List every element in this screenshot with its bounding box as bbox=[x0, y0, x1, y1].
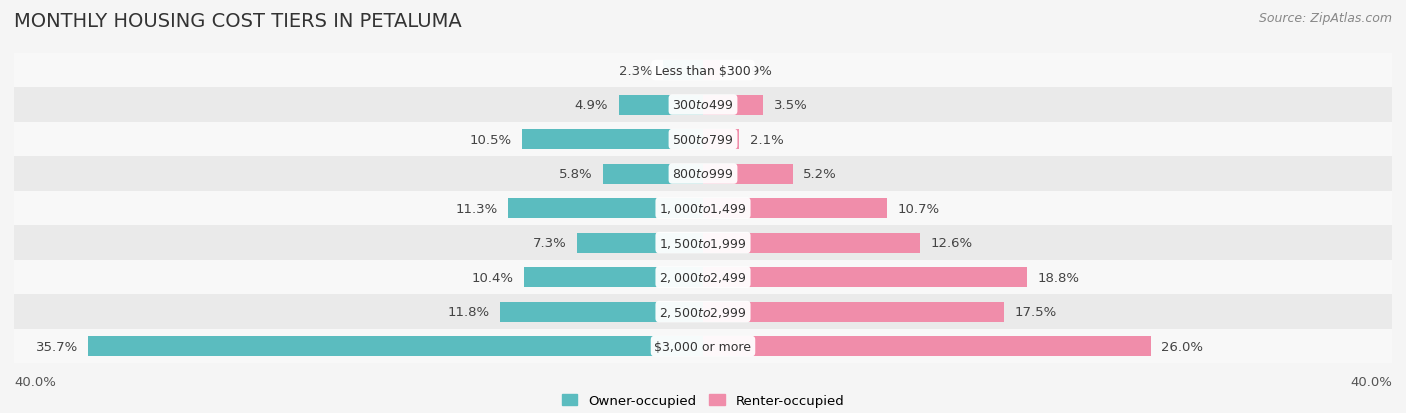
Text: 11.8%: 11.8% bbox=[447, 305, 489, 318]
Text: 10.5%: 10.5% bbox=[470, 133, 512, 146]
Text: $2,500 to $2,999: $2,500 to $2,999 bbox=[659, 305, 747, 319]
Bar bbox=[14, 123, 1392, 157]
Bar bbox=[703, 302, 1004, 322]
Text: 10.7%: 10.7% bbox=[897, 202, 939, 215]
Text: $300 to $499: $300 to $499 bbox=[672, 99, 734, 112]
Bar bbox=[499, 302, 703, 322]
Bar bbox=[703, 336, 1152, 356]
Text: 11.3%: 11.3% bbox=[456, 202, 498, 215]
Bar bbox=[14, 329, 1392, 363]
Bar bbox=[664, 61, 703, 81]
Text: 35.7%: 35.7% bbox=[35, 340, 77, 353]
Bar bbox=[703, 199, 887, 218]
Bar bbox=[603, 164, 703, 184]
Text: 3.5%: 3.5% bbox=[773, 99, 807, 112]
Text: 4.9%: 4.9% bbox=[575, 99, 609, 112]
Text: $1,000 to $1,499: $1,000 to $1,499 bbox=[659, 202, 747, 216]
Text: MONTHLY HOUSING COST TIERS IN PETALUMA: MONTHLY HOUSING COST TIERS IN PETALUMA bbox=[14, 12, 461, 31]
Bar bbox=[14, 157, 1392, 191]
Text: 40.0%: 40.0% bbox=[14, 375, 56, 389]
Bar bbox=[14, 226, 1392, 260]
Legend: Owner-occupied, Renter-occupied: Owner-occupied, Renter-occupied bbox=[557, 389, 849, 413]
Bar bbox=[703, 233, 920, 253]
Text: 18.8%: 18.8% bbox=[1038, 271, 1080, 284]
Bar bbox=[14, 260, 1392, 294]
Text: Source: ZipAtlas.com: Source: ZipAtlas.com bbox=[1258, 12, 1392, 25]
Bar bbox=[703, 61, 720, 81]
Text: 5.8%: 5.8% bbox=[560, 168, 593, 180]
Text: 0.99%: 0.99% bbox=[730, 64, 772, 77]
Bar bbox=[522, 130, 703, 150]
Text: 12.6%: 12.6% bbox=[931, 237, 973, 249]
Bar bbox=[509, 199, 703, 218]
Text: 2.1%: 2.1% bbox=[749, 133, 783, 146]
Text: 5.2%: 5.2% bbox=[803, 168, 837, 180]
Bar bbox=[703, 95, 763, 115]
Text: $500 to $799: $500 to $799 bbox=[672, 133, 734, 146]
Bar bbox=[703, 268, 1026, 287]
Text: $800 to $999: $800 to $999 bbox=[672, 168, 734, 180]
Bar bbox=[14, 88, 1392, 123]
Bar bbox=[524, 268, 703, 287]
Text: $3,000 or more: $3,000 or more bbox=[655, 340, 751, 353]
Bar bbox=[619, 95, 703, 115]
Text: Less than $300: Less than $300 bbox=[655, 64, 751, 77]
Text: 17.5%: 17.5% bbox=[1015, 305, 1057, 318]
Bar bbox=[703, 164, 793, 184]
Bar bbox=[578, 233, 703, 253]
Bar bbox=[89, 336, 703, 356]
Bar bbox=[14, 54, 1392, 88]
Text: 7.3%: 7.3% bbox=[533, 237, 567, 249]
Bar bbox=[14, 191, 1392, 226]
Text: 26.0%: 26.0% bbox=[1161, 340, 1204, 353]
Text: 2.3%: 2.3% bbox=[619, 64, 652, 77]
Text: $1,500 to $1,999: $1,500 to $1,999 bbox=[659, 236, 747, 250]
Text: $2,000 to $2,499: $2,000 to $2,499 bbox=[659, 271, 747, 285]
Text: 10.4%: 10.4% bbox=[471, 271, 513, 284]
Text: 40.0%: 40.0% bbox=[1350, 375, 1392, 389]
Bar bbox=[703, 130, 740, 150]
Bar bbox=[14, 294, 1392, 329]
